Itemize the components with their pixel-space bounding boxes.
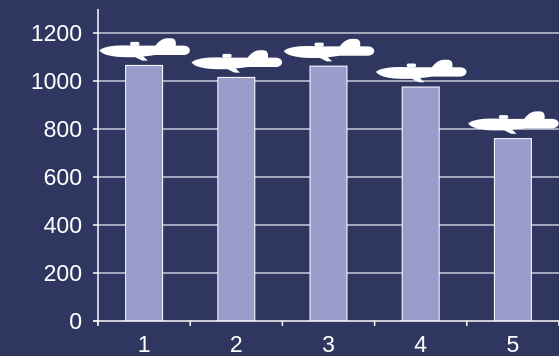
x-tick-label: 5 [507, 331, 520, 356]
x-tick-label: 4 [414, 331, 427, 356]
x-tick-labels: 1 2 3 4 5 [138, 331, 520, 356]
bar [309, 65, 348, 322]
fighter-plane-icon [191, 50, 283, 73]
y-tick-labels: 0 200 400 600 800 1000 1200 [31, 20, 82, 334]
x-tick-label: 3 [322, 331, 335, 356]
y-tick-label: 800 [44, 116, 82, 142]
bar [401, 86, 440, 322]
y-tick-label: 0 [69, 308, 82, 334]
fighter-plane-icon [283, 38, 375, 62]
x-tick-label: 1 [138, 331, 151, 356]
y-tick-label: 400 [44, 212, 82, 238]
bars [125, 64, 532, 322]
fighter-plane-icon [99, 38, 190, 61]
y-tick-label: 1200 [31, 20, 82, 46]
axes [93, 9, 559, 326]
bar [217, 76, 256, 322]
fighter-plane-icon [468, 111, 559, 134]
bar [493, 138, 532, 322]
y-tick-label: 600 [44, 164, 82, 190]
fighter-plane-icon [375, 59, 467, 83]
y-tick-label: 1000 [31, 68, 82, 94]
x-tick-label: 2 [230, 331, 243, 356]
y-tick-label: 200 [44, 260, 82, 286]
bar [125, 64, 164, 322]
